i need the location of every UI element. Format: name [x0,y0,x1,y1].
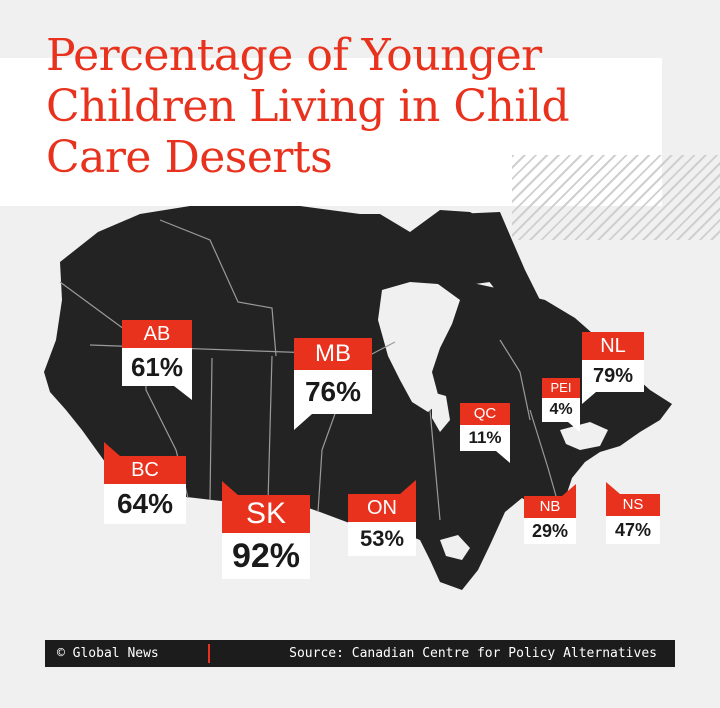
province-code: ON [348,494,416,522]
province-code: QC [460,403,510,425]
province-value: 47% [606,516,660,544]
province-label-bc: BC 64% [104,442,186,524]
province-code: BC [104,456,186,484]
province-label-sk: SK 92% [222,481,310,579]
great-lakes [440,535,470,560]
arctic-islands [300,206,512,286]
label-pointer [496,451,510,463]
province-code: PEI [542,378,580,398]
source-text: Source: Canadian Centre for Policy Alter… [289,646,657,661]
province-label-nl: NL 79% [582,332,644,404]
baffin-island [455,212,540,306]
footer-bar: © Global News Source: Canadian Centre fo… [45,640,675,667]
label-pointer [400,480,416,494]
province-label-on: ON 53% [348,480,416,556]
newfoundland-island [612,390,656,428]
province-value: 4% [542,398,580,422]
footer-separator [208,644,210,663]
province-label-mb: MB 76% [294,338,372,430]
label-pointer [582,392,596,404]
label-pointer [174,386,192,400]
province-code: AB [122,320,192,348]
province-code: MB [294,338,372,370]
province-code: NL [582,332,644,360]
label-pointer [606,482,620,494]
province-code: SK [222,495,310,533]
james-bay [432,392,450,432]
vancouver-island [52,376,72,404]
province-value: 11% [460,425,510,451]
label-pointer [568,422,580,432]
label-pointer [294,414,312,430]
province-label-pei: PEI 4% [542,378,580,432]
credit-text: © Global News [57,646,159,661]
label-pointer [562,484,576,496]
province-label-ab: AB 61% [122,320,192,400]
province-value: 61% [122,348,192,386]
hudson-bay [378,282,460,412]
province-value: 76% [294,370,372,414]
province-label-nb: NB 29% [524,484,576,544]
hatch-decoration [512,155,720,240]
label-pointer [222,481,238,495]
province-value: 64% [104,484,186,524]
page-title: Percentage of Younger Children Living in… [46,30,570,183]
province-value: 92% [222,533,310,579]
province-value: 29% [524,518,576,544]
label-pointer [104,442,120,456]
title-container: Percentage of Younger Children Living in… [0,30,662,206]
province-code: NB [524,496,576,518]
province-code: NS [606,494,660,516]
province-value: 79% [582,360,644,392]
province-value: 53% [348,522,416,556]
province-label-ns: NS 47% [606,482,660,544]
province-label-qc: QC 11% [460,403,510,463]
